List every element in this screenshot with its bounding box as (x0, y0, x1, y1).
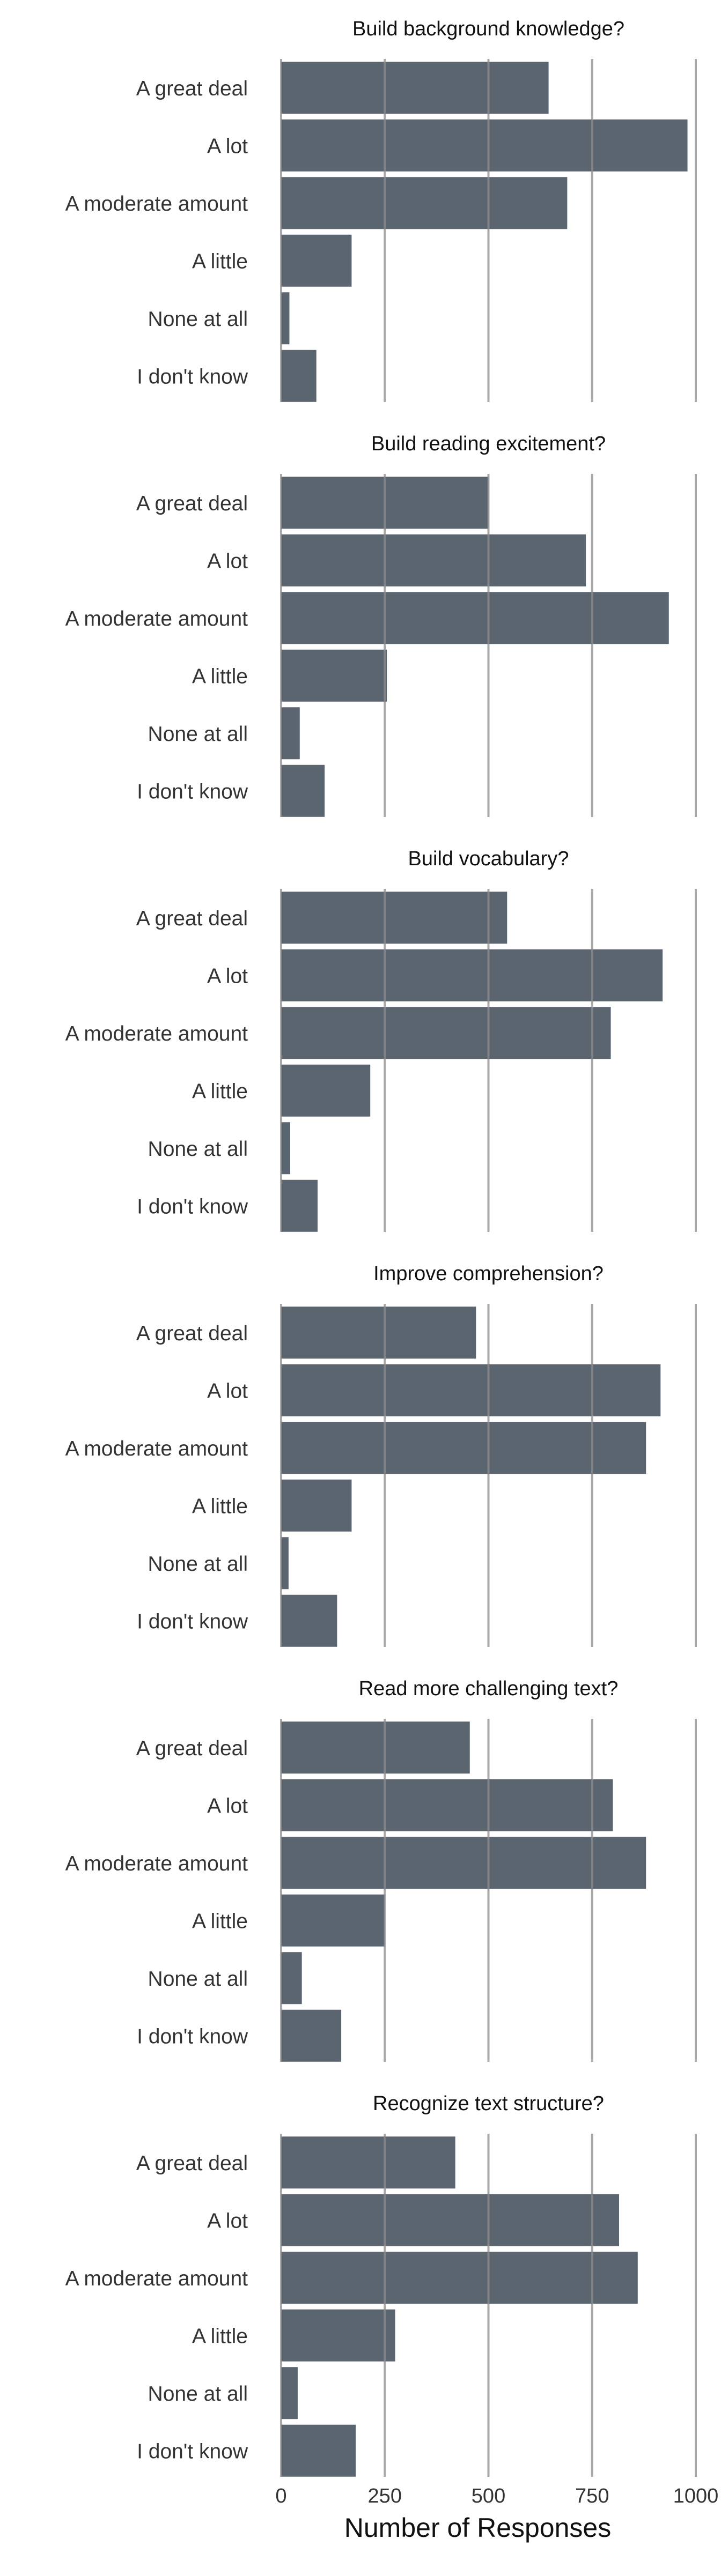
category-label: A great deal (136, 907, 248, 930)
category-label: A little (192, 1910, 248, 1933)
bar (281, 2194, 619, 2246)
bar (281, 1179, 318, 1232)
bar (281, 1721, 470, 1774)
bar (281, 2367, 298, 2419)
category-label: A little (192, 665, 248, 688)
x-tick-label: 250 (368, 2485, 402, 2507)
category-label: A moderate amount (65, 192, 248, 216)
bar (281, 1894, 385, 1947)
category-label: A little (192, 2325, 248, 2348)
bar (281, 234, 352, 287)
category-label: A lot (207, 2209, 248, 2232)
x-tick-label: 1000 (673, 2485, 719, 2507)
category-label: A moderate amount (65, 607, 248, 630)
bar (281, 2424, 356, 2477)
panel-title: Read more challenging text? (359, 1677, 619, 1700)
category-label: I don't know (137, 365, 248, 388)
category-label: A lot (207, 1379, 248, 1402)
bar (281, 2136, 455, 2189)
bar (281, 2252, 638, 2304)
x-tick-label: 0 (275, 2485, 286, 2507)
category-label: A great deal (136, 1322, 248, 1345)
bar (281, 1064, 371, 1117)
bar (281, 177, 568, 229)
category-label: A lot (207, 1794, 248, 1817)
category-label: A lot (207, 550, 248, 573)
bar (281, 350, 317, 402)
x-tick-label: 500 (472, 2485, 505, 2507)
bar (281, 534, 586, 587)
bar (281, 1422, 646, 1474)
panel-title: Improve comprehension? (373, 1263, 604, 1285)
category-label: A little (192, 1080, 248, 1103)
bar (281, 1837, 646, 1889)
bar (281, 62, 549, 114)
category-label: I don't know (137, 1195, 248, 1218)
panel-title: Recognize text structure? (373, 2092, 604, 2115)
bar (281, 1122, 291, 1175)
panel-title: Build reading excitement? (371, 433, 606, 455)
panel-title: Build background knowledge? (352, 18, 624, 40)
category-label: A little (192, 250, 248, 273)
bar (281, 892, 507, 944)
category-label: A lot (207, 964, 248, 988)
bar (281, 707, 300, 760)
bar (281, 1306, 476, 1359)
category-label: A moderate amount (65, 1852, 248, 1875)
category-label: A great deal (136, 2152, 248, 2175)
bar (281, 2309, 395, 2362)
bar (281, 1007, 611, 1059)
category-label: I don't know (137, 1610, 248, 1633)
category-label: I don't know (137, 2025, 248, 2048)
category-label: A moderate amount (65, 1022, 248, 1045)
category-label: None at all (148, 1968, 248, 1991)
category-label: None at all (148, 2382, 248, 2406)
bar (281, 292, 290, 345)
bar (281, 119, 688, 172)
x-axis-title: Number of Responses (344, 2513, 611, 2543)
category-label: None at all (148, 723, 248, 746)
bar (281, 1594, 337, 1647)
category-label: A great deal (136, 1737, 248, 1760)
bar (281, 1952, 302, 2005)
bar (281, 1779, 613, 1831)
category-label: None at all (148, 1553, 248, 1576)
category-label: None at all (148, 308, 248, 331)
bar (281, 764, 325, 817)
bar (281, 592, 669, 644)
category-label: A moderate amount (65, 2267, 248, 2290)
category-label: A little (192, 1495, 248, 1518)
category-label: I don't know (137, 780, 248, 803)
bar (281, 949, 663, 1001)
bar (281, 1537, 289, 1590)
bar (281, 1364, 661, 1416)
category-label: A lot (207, 135, 248, 158)
bar (281, 1479, 352, 1532)
category-label: I don't know (137, 2440, 248, 2463)
panel-title: Build vocabulary? (408, 848, 569, 870)
bar (281, 2009, 342, 2062)
category-label: None at all (148, 1138, 248, 1161)
bar (281, 649, 387, 702)
category-label: A great deal (136, 492, 248, 515)
category-label: A great deal (136, 77, 248, 100)
x-tick-label: 750 (575, 2485, 609, 2507)
category-label: A moderate amount (65, 1437, 248, 1460)
